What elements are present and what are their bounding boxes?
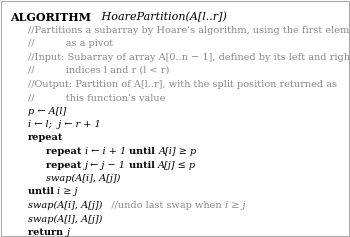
Text: swap(A[i], A[j]): swap(A[i], A[j]) (46, 174, 120, 183)
Text: until: until (129, 147, 158, 156)
Text: swap(A[l], A[j]): swap(A[l], A[j]) (28, 214, 102, 224)
Text: i ≥ j: i ≥ j (57, 187, 78, 196)
Text: //Partitions a subarray by Hoare’s algorithm, using the first element: //Partitions a subarray by Hoare’s algor… (28, 26, 350, 35)
Text: i ← i + 1: i ← i + 1 (85, 147, 129, 156)
Text: //Input: Subarray of array A[0..n − 1], defined by its left and right: //Input: Subarray of array A[0..n − 1], … (28, 53, 350, 61)
Text: until: until (28, 187, 57, 196)
Text: //          as a pivot: // as a pivot (28, 39, 113, 48)
Text: p ← A[l]: p ← A[l] (28, 106, 66, 115)
Text: i ← l;  j ← r + 1: i ← l; j ← r + 1 (28, 120, 101, 129)
Text: //Output: Partition of A[l..r], with the split position returned as: //Output: Partition of A[l..r], with the… (28, 79, 337, 88)
Text: A[i] ≥ p: A[i] ≥ p (158, 147, 197, 156)
Text: j: j (66, 228, 70, 237)
Text: repeat: repeat (46, 147, 85, 156)
Text: //          indices l and r (l < r): // indices l and r (l < r) (28, 66, 169, 75)
Text: j ← j − 1: j ← j − 1 (85, 160, 129, 169)
Text: swap(A[i], A[j]): swap(A[i], A[j]) (28, 201, 102, 210)
Text: //          this function’s value: // this function’s value (28, 93, 165, 102)
Text: return: return (28, 228, 66, 237)
Text: repeat: repeat (46, 160, 85, 169)
Text: repeat: repeat (28, 133, 63, 142)
Text: A[j] ≤ p: A[j] ≤ p (158, 160, 196, 169)
Text: i ≥ j: i ≥ j (225, 201, 246, 210)
Text: //undo last swap when: //undo last swap when (102, 201, 225, 210)
Text: ALGORITHM: ALGORITHM (10, 12, 91, 23)
Text: until: until (129, 160, 158, 169)
Text: HoarePartition(A[l..r]): HoarePartition(A[l..r]) (91, 12, 227, 22)
